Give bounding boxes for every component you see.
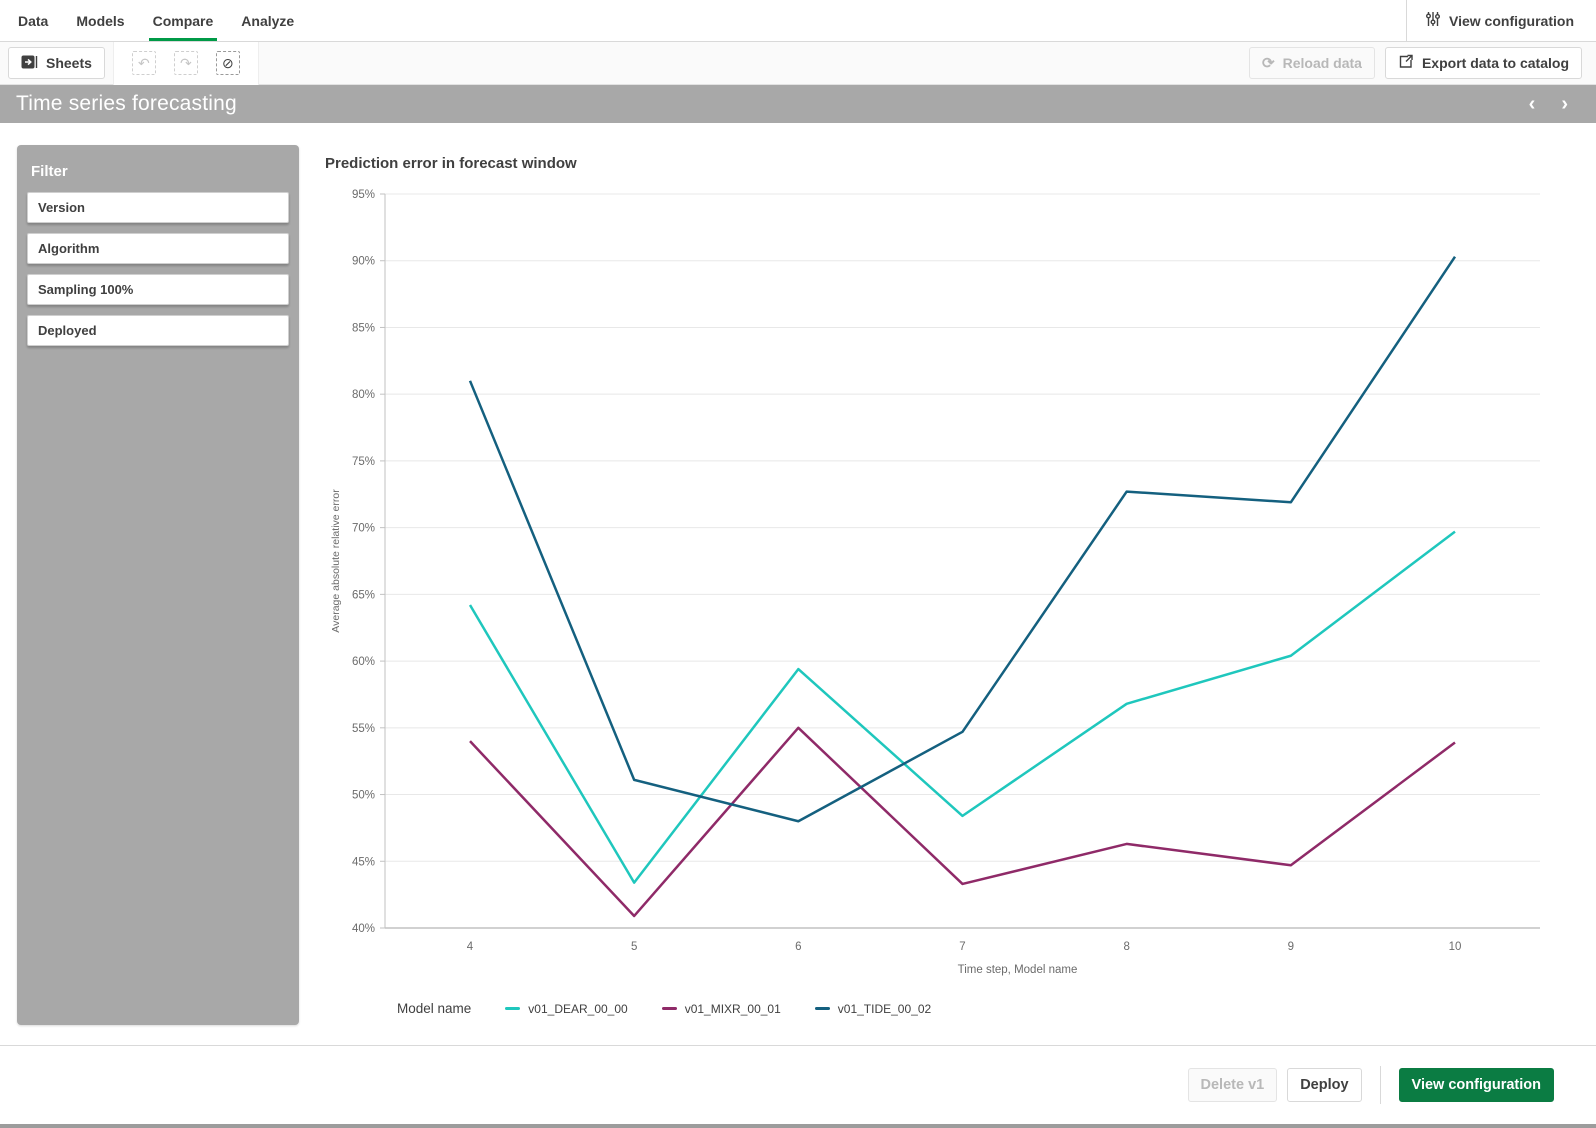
y-tick-label: 95% (352, 189, 375, 201)
series-line-v01_MIXR_00_01[interactable] (469, 726, 1456, 918)
y-tick-label: 60% (352, 656, 375, 668)
x-tick-label: 9 (1288, 941, 1294, 953)
view-configuration-label: View configuration (1449, 12, 1574, 29)
legend-swatch (814, 1007, 830, 1010)
sheet-navigation: ‹ › (1529, 94, 1580, 114)
sheet-title-bar: Time series forecasting ‹ › (0, 85, 1596, 123)
filter-deployed[interactable]: Deployed (27, 315, 289, 346)
selection-iconbar: ↶ ↷ ⊘ (112, 41, 259, 85)
sliders-icon (1425, 11, 1441, 30)
y-tick-label: 45% (352, 856, 375, 868)
clear-selections-icon[interactable]: ⊘ (215, 51, 240, 75)
footer-divider (1379, 1066, 1381, 1104)
tab-models[interactable]: Models (76, 12, 125, 29)
y-tick-label: 70% (352, 523, 375, 535)
chevron-left-icon[interactable]: ‹ (1528, 93, 1536, 115)
legend-item-v01_TIDE_00_02[interactable]: v01_TIDE_00_02 (814, 1001, 932, 1016)
y-tick-label: 80% (352, 389, 375, 401)
tab-data[interactable]: Data (18, 12, 49, 29)
sheet-title: Time series forecasting (16, 92, 237, 115)
filter-algorithm[interactable]: Algorithm (27, 233, 289, 264)
y-tick-label: 50% (352, 790, 375, 802)
y-tick-label: 65% (352, 589, 375, 601)
delete-version-button[interactable]: Delete v1 (1187, 1068, 1278, 1102)
filter-version[interactable]: Version (27, 192, 289, 223)
view-configuration-link[interactable]: View configuration (1406, 0, 1596, 41)
filter-sampling-100-[interactable]: Sampling 100% (27, 274, 289, 305)
undo-icon[interactable]: ↶ (131, 51, 156, 75)
deploy-button[interactable]: Deploy (1287, 1068, 1362, 1102)
x-axis-title: Time step, Model name (958, 964, 1078, 976)
x-tick-label: 10 (1449, 941, 1462, 953)
legend-item-v01_DEAR_00_00[interactable]: v01_DEAR_00_00 (505, 1001, 628, 1016)
reload-icon: ⟳ (1262, 54, 1275, 72)
window-bottom-edge (0, 1124, 1596, 1128)
series-line-v01_DEAR_00_00[interactable] (468, 530, 1456, 884)
export-data-label: Export data to catalog (1421, 55, 1569, 71)
redo-icon[interactable]: ↷ (173, 51, 198, 75)
legend-title: Model name (397, 1001, 472, 1016)
x-tick-label: 6 (795, 941, 801, 953)
legend-item-v01_MIXR_00_01[interactable]: v01_MIXR_00_01 (661, 1001, 781, 1016)
chart-title: Prediction error in forecast window (325, 155, 577, 172)
filter-list: Version Algorithm Sampling 100% Deployed (27, 192, 289, 346)
legend-swatch (505, 1007, 521, 1010)
legend-items: v01_DEAR_00_00 v01_MIXR_00_01 v01_TIDE_00_… (505, 1002, 931, 1016)
reload-data-label: Reload data (1282, 55, 1362, 71)
chart-legend: Model name v01_DEAR_00_00 v01_MIXR_00_01 v… (397, 1001, 1565, 1016)
x-tick-label: 4 (467, 941, 474, 953)
tab-compare[interactable]: Compare (139, 0, 228, 41)
chart-container: Prediction error in forecast window 40% 4… (325, 155, 1565, 1016)
tab-analyze[interactable]: Analyze (241, 12, 295, 29)
toolbar: Sheets ↶ ↷ ⊘ ⟳ Reload data Export data t… (0, 41, 1596, 85)
y-tick-label: 90% (352, 256, 375, 268)
x-tick-label: 5 (631, 941, 637, 953)
chevron-right-icon[interactable]: › (1561, 93, 1568, 115)
filter-panel: Filter Version Algorithm Sampling 100% Depl… (17, 145, 299, 1025)
legend-label: v01_MIXR_00_01 (684, 1001, 781, 1016)
reload-data-button[interactable]: ⟳ Reload data (1249, 47, 1375, 79)
nav-tabs: Data Models Compare Analyze (0, 0, 308, 41)
sheets-icon (21, 55, 38, 72)
sheets-label: Sheets (46, 55, 92, 71)
view-configuration-button[interactable]: View configuration (1398, 1068, 1554, 1102)
y-tick-label: 55% (352, 723, 375, 735)
y-tick-label: 75% (352, 456, 375, 468)
series-line-v01_TIDE_00_02[interactable] (468, 256, 1457, 823)
sheets-button[interactable]: Sheets (8, 47, 105, 79)
export-icon (1398, 54, 1414, 72)
export-data-button[interactable]: Export data to catalog (1384, 47, 1582, 79)
filter-heading: Filter (31, 163, 68, 180)
footer-action-bar: Delete v1 Deploy View configuration (0, 1045, 1596, 1124)
x-tick-label: 7 (959, 941, 965, 953)
y-axis-title: Average absolute relative error (330, 489, 342, 633)
y-tick-label: 40% (352, 923, 375, 935)
legend-label: v01_DEAR_00_00 (528, 1001, 628, 1016)
y-tick-label: 85% (352, 322, 375, 334)
legend-label: v01_TIDE_00_02 (837, 1001, 932, 1016)
top-nav: Data Models Compare Analyze View configurat… (0, 0, 1596, 42)
legend-swatch (661, 1007, 677, 1010)
x-tick-label: 8 (1123, 941, 1129, 953)
line-chart[interactable]: 40% 45% 50% 55% 60% 65% 70% 75% 80% 85% 90% 95% 4 5 6 7… (325, 182, 1555, 982)
toolbar-right: ⟳ Reload data Export data to catalog (1249, 47, 1596, 79)
